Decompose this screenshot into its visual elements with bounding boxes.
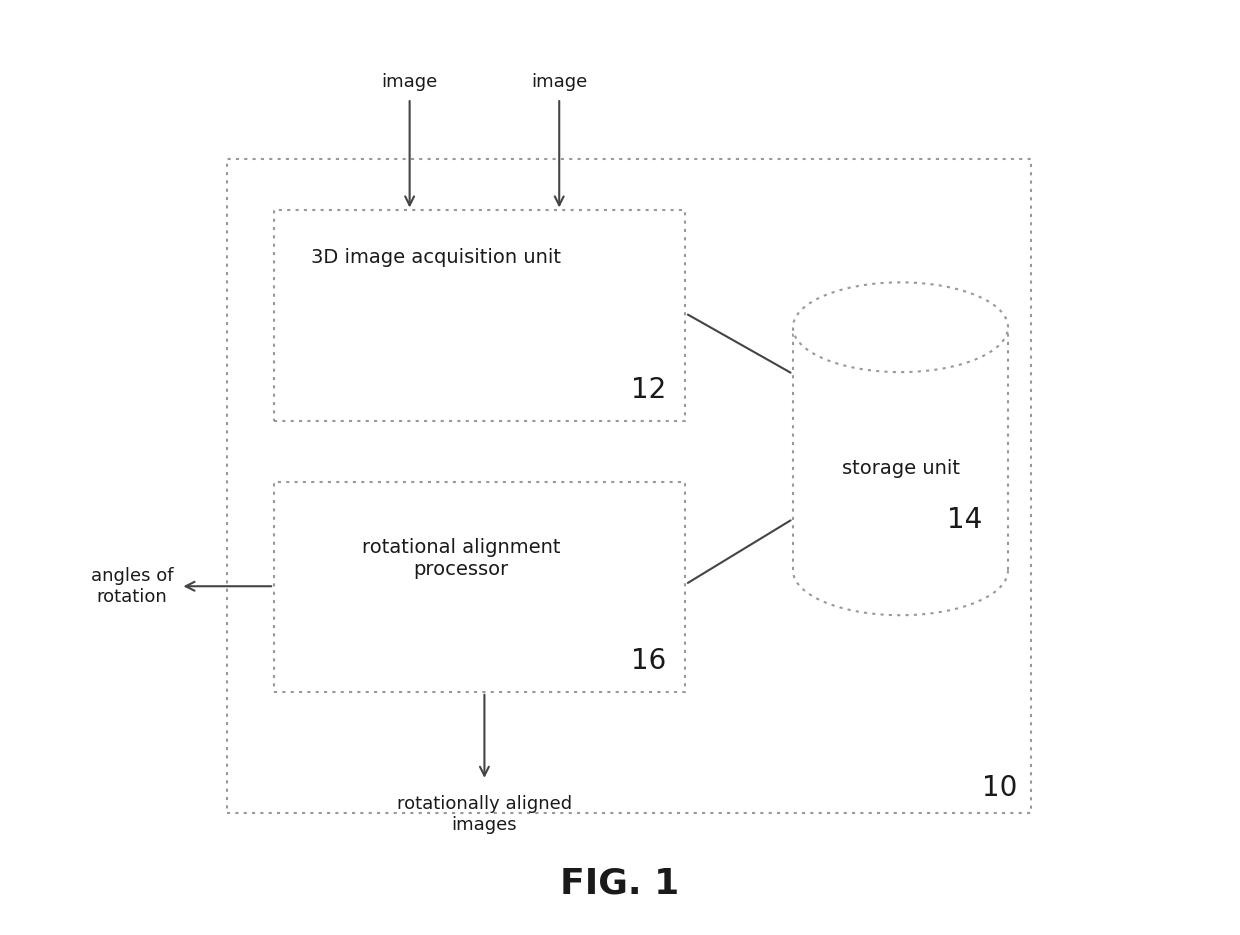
- Text: 14: 14: [947, 506, 982, 534]
- Text: rotational alignment
processor: rotational alignment processor: [362, 539, 560, 579]
- FancyBboxPatch shape: [792, 327, 1008, 570]
- Text: storage unit: storage unit: [842, 459, 960, 478]
- Text: angles of
rotation: angles of rotation: [91, 567, 174, 606]
- Polygon shape: [794, 282, 1008, 372]
- Text: image: image: [382, 73, 438, 91]
- Text: 16: 16: [631, 647, 667, 675]
- Text: 10: 10: [982, 774, 1017, 802]
- FancyBboxPatch shape: [274, 210, 686, 421]
- Text: FIG. 1: FIG. 1: [560, 867, 680, 900]
- Text: image: image: [531, 73, 588, 91]
- FancyBboxPatch shape: [274, 482, 686, 692]
- Text: 3D image acquisition unit: 3D image acquisition unit: [311, 248, 562, 266]
- Text: rotationally aligned
images: rotationally aligned images: [397, 795, 572, 833]
- Text: 12: 12: [631, 376, 667, 404]
- FancyBboxPatch shape: [227, 159, 1032, 813]
